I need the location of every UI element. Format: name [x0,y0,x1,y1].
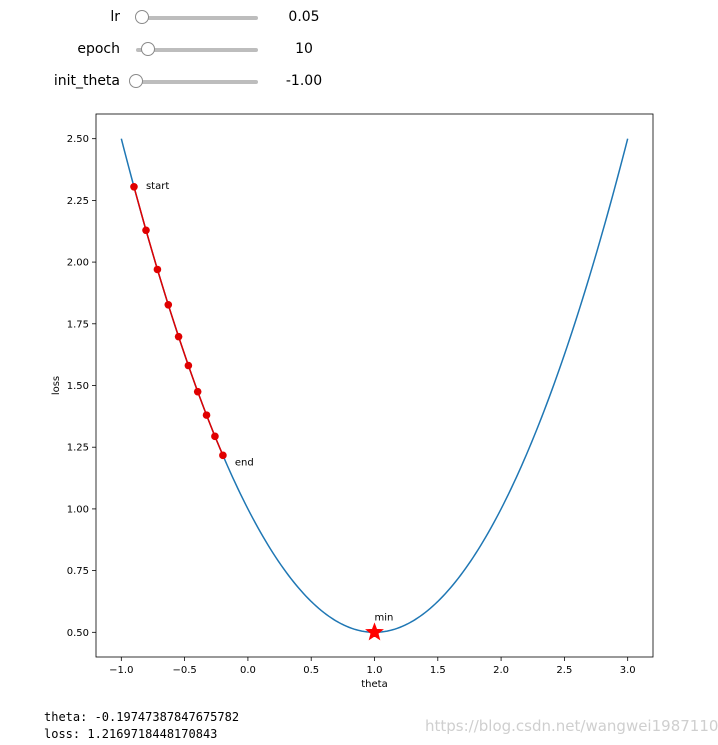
watermark: https://blog.csdn.net/wangwei19871103 [425,717,718,735]
descent-point [174,332,183,341]
y-axis-label: loss [51,376,62,395]
x-tick-label: 1.0 [367,665,383,676]
slider-lr[interactable]: lr 0.05 [0,6,360,30]
descent-point [153,265,162,274]
x-tick-label: 3.0 [620,665,636,676]
y-tick-label: 0.50 [67,628,89,639]
x-tick-label: 0.5 [303,665,319,676]
annotation-start: start [146,181,169,192]
slider-label-init-theta: init_theta [53,73,120,89]
descent-point [164,300,173,309]
slider-label-lr: lr [110,9,120,25]
slider-value-epoch: 10 [295,41,313,57]
x-tick-label: 1.5 [430,665,446,676]
loss-readout: loss: 1.2169718448170843 [44,727,218,741]
slider-handle-epoch[interactable] [141,42,156,56]
descent-point [130,183,138,191]
x-axis-label: theta [361,679,387,690]
descent-point [193,387,202,396]
x-tick-label: 0.0 [240,665,256,676]
min-star-marker [365,622,384,641]
x-tick-label: −0.5 [172,665,196,676]
slider-label-epoch: epoch [77,41,120,57]
slider-track-epoch[interactable] [136,48,258,52]
slider-init-theta[interactable]: init_theta -1.00 [0,70,360,94]
y-tick-label: 1.00 [67,504,89,515]
x-tick-label: 2.0 [493,665,509,676]
y-tick-label: 1.75 [67,319,89,330]
descent-point [142,226,150,235]
x-tick-label: −1.0 [109,665,133,676]
x-tick-label: 2.5 [556,665,572,676]
axes-frame [95,113,654,658]
theta-readout: theta: -0.19747387847675782 [44,710,240,724]
descent-point [184,361,193,370]
slider-epoch[interactable]: epoch 10 [0,38,360,62]
slider-handle-lr[interactable] [135,10,150,24]
descent-point [219,451,227,460]
slider-handle-init-theta[interactable] [129,74,143,88]
annotation-min: min [375,612,394,623]
descent-point [211,432,219,441]
slider-value-init-theta: -1.00 [285,73,323,89]
loss-chart: −1.0 −0.5 0.0 0.5 1.0 1.5 2.0 2.5 3.0 0.50 0.75 1.0… [51,113,654,690]
y-tick-label: 2.25 [67,196,89,207]
descent-path [133,186,224,456]
slider-track-lr[interactable] [136,16,258,20]
loss-curve [120,138,629,634]
y-tick-label: 2.00 [67,258,89,269]
descent-point [202,411,211,419]
y-tick-label: 1.50 [67,381,89,392]
y-tick-label: 1.25 [67,443,89,454]
y-tick-label: 0.75 [67,566,89,577]
y-tick-label: 2.50 [67,134,89,145]
slider-value-lr: 0.05 [288,9,320,25]
slider-track-init-theta[interactable] [136,80,258,84]
annotation-end: end [235,457,254,468]
